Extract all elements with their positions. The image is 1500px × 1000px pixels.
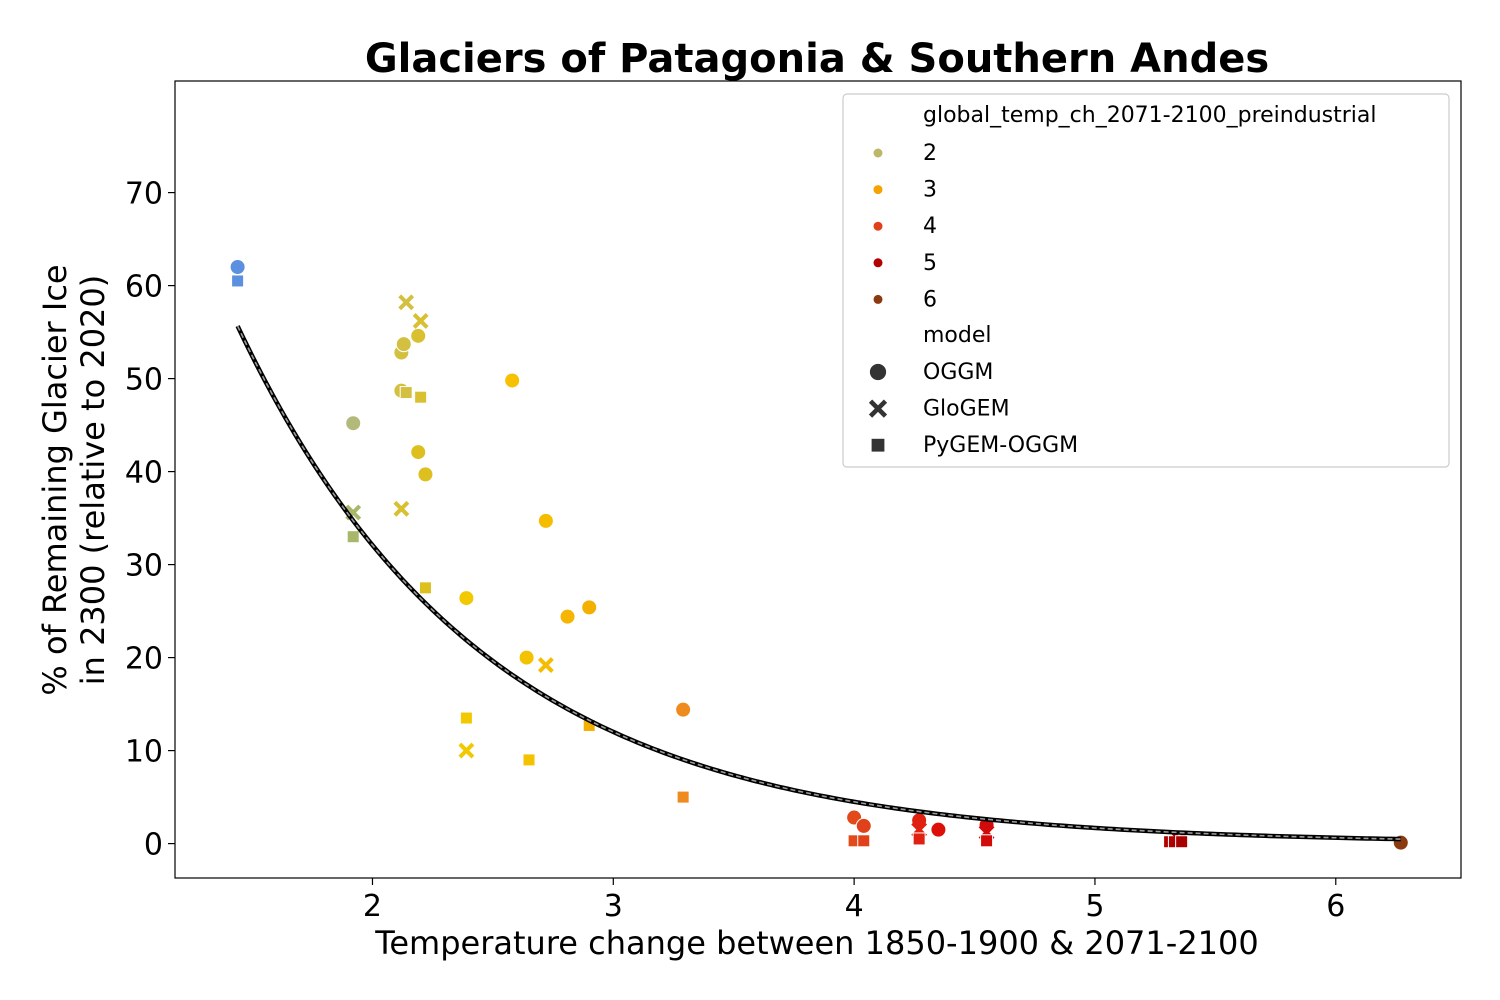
data-point-pygem-oggm: [912, 832, 926, 846]
y-axis-label: % of Remaining Glacier Ice in 2300 (rela…: [36, 264, 112, 695]
legend-hue-label: 3: [923, 178, 937, 203]
data-point-oggm: [417, 466, 434, 483]
data-point-oggm: [410, 327, 427, 344]
data-point-oggm: [581, 599, 598, 616]
data-point-oggm: [410, 444, 427, 461]
x-tick-label: 4: [845, 889, 864, 924]
legend-style-label: GloGEM: [923, 397, 1010, 422]
x-tick-label: 6: [1326, 889, 1345, 924]
data-point-pygem-oggm: [346, 530, 360, 544]
x-tick-label: 2: [363, 889, 382, 924]
x-axis-label: Temperature change between 1850-1900 & 2…: [374, 924, 1259, 962]
data-point-oggm: [229, 258, 246, 275]
data-point-pygem-oggm: [522, 753, 536, 767]
legend-style-marker-square-icon: [870, 437, 886, 453]
y-tick-label: 60: [125, 270, 163, 305]
data-point-pygem-oggm: [1175, 835, 1189, 849]
legend-style-label: PyGEM-OGGM: [923, 433, 1078, 458]
data-point-oggm: [855, 817, 872, 834]
legend-style-label: OGGM: [923, 360, 993, 385]
legend: global_temp_ch_2071-2100_preindustrial 2…: [842, 93, 1450, 468]
fit-curve-dashed: [236, 325, 1401, 840]
data-point-pygem-oggm: [980, 834, 994, 848]
data-point-pygem-oggm: [857, 834, 871, 848]
data-point-pygem-oggm: [399, 386, 413, 400]
legend-box: [842, 93, 1450, 468]
x-axis-ticks: 2 3 4 5 6: [363, 878, 1345, 924]
data-point-glogem: [412, 313, 429, 329]
y-axis-ticks: 0 10 20 30 40 50 60 70: [125, 177, 175, 863]
legend-style-title: model: [923, 323, 992, 348]
legend-hue-entries: 2 3 4 5 6: [873, 141, 937, 312]
legend-hue-title: global_temp_ch_2071-2100_preindustrial: [923, 103, 1376, 128]
y-tick-label: 10: [125, 735, 163, 770]
data-point-pygem-oggm: [459, 711, 473, 725]
data-point-pygem-oggm: [414, 390, 428, 404]
y-axis-label-line-1: % of Remaining Glacier Ice: [36, 264, 74, 695]
legend-hue-swatch: [873, 221, 883, 231]
x-tick-label: 5: [1085, 889, 1104, 924]
data-points: [229, 258, 1409, 851]
data-point-glogem: [537, 657, 554, 673]
data-point-glogem: [393, 500, 410, 517]
y-tick-label: 20: [125, 642, 163, 677]
legend-hue-label: 2: [923, 141, 937, 166]
data-point-oggm: [559, 608, 576, 625]
legend-style-marker-x-icon: [868, 399, 888, 418]
y-tick-label: 40: [125, 456, 163, 491]
y-tick-label: 50: [125, 363, 163, 398]
legend-hue-swatch: [873, 294, 883, 304]
data-point-pygem-oggm: [418, 581, 432, 595]
chart-title: Glaciers of Patagonia & Southern Andes: [365, 36, 1269, 82]
data-point-oggm: [458, 590, 475, 607]
fit-curve-layer: [235, 325, 1401, 842]
data-point-pygem-oggm: [231, 274, 245, 288]
data-point-oggm: [504, 372, 521, 389]
legend-style-entries: OGGM GloGEM PyGEM-OGGM: [868, 360, 1078, 458]
legend-hue-label: 6: [923, 287, 937, 312]
y-tick-label: 0: [144, 828, 163, 863]
data-point-pygem-oggm: [676, 790, 690, 804]
legend-hue-swatch: [873, 148, 883, 158]
legend-hue-label: 4: [923, 214, 937, 239]
y-tick-label: 30: [125, 549, 163, 584]
data-point-oggm: [537, 512, 554, 529]
data-point-oggm: [395, 336, 412, 353]
data-point-glogem: [458, 742, 475, 759]
data-point-oggm: [675, 701, 692, 718]
x-tick-label: 3: [604, 889, 623, 924]
legend-style-marker-circle-icon: [868, 362, 888, 382]
legend-hue-swatch: [873, 185, 883, 195]
data-point-glogem: [398, 294, 415, 311]
data-point-oggm: [930, 821, 947, 838]
y-tick-label: 70: [125, 177, 163, 212]
plot-frame: [174, 80, 1462, 879]
data-point-oggm: [518, 649, 535, 666]
y-axis-label-line-2: in 2300 (relative to 2020): [74, 275, 112, 686]
legend-hue-swatch: [873, 258, 883, 268]
data-point-oggm: [345, 415, 362, 432]
legend-hue-label: 5: [923, 251, 937, 276]
